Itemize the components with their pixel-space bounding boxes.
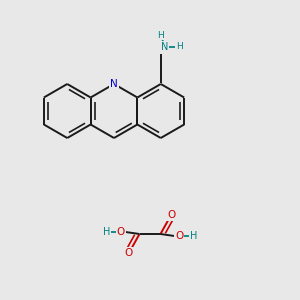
Text: O: O	[125, 248, 133, 258]
Text: H: H	[103, 227, 110, 237]
Text: H: H	[190, 231, 197, 241]
Text: O: O	[175, 231, 184, 241]
Text: H: H	[158, 31, 164, 40]
Text: N: N	[110, 79, 118, 89]
Text: N: N	[161, 41, 168, 52]
Text: H: H	[176, 42, 183, 51]
Text: O: O	[116, 227, 125, 237]
Text: O: O	[167, 210, 175, 220]
